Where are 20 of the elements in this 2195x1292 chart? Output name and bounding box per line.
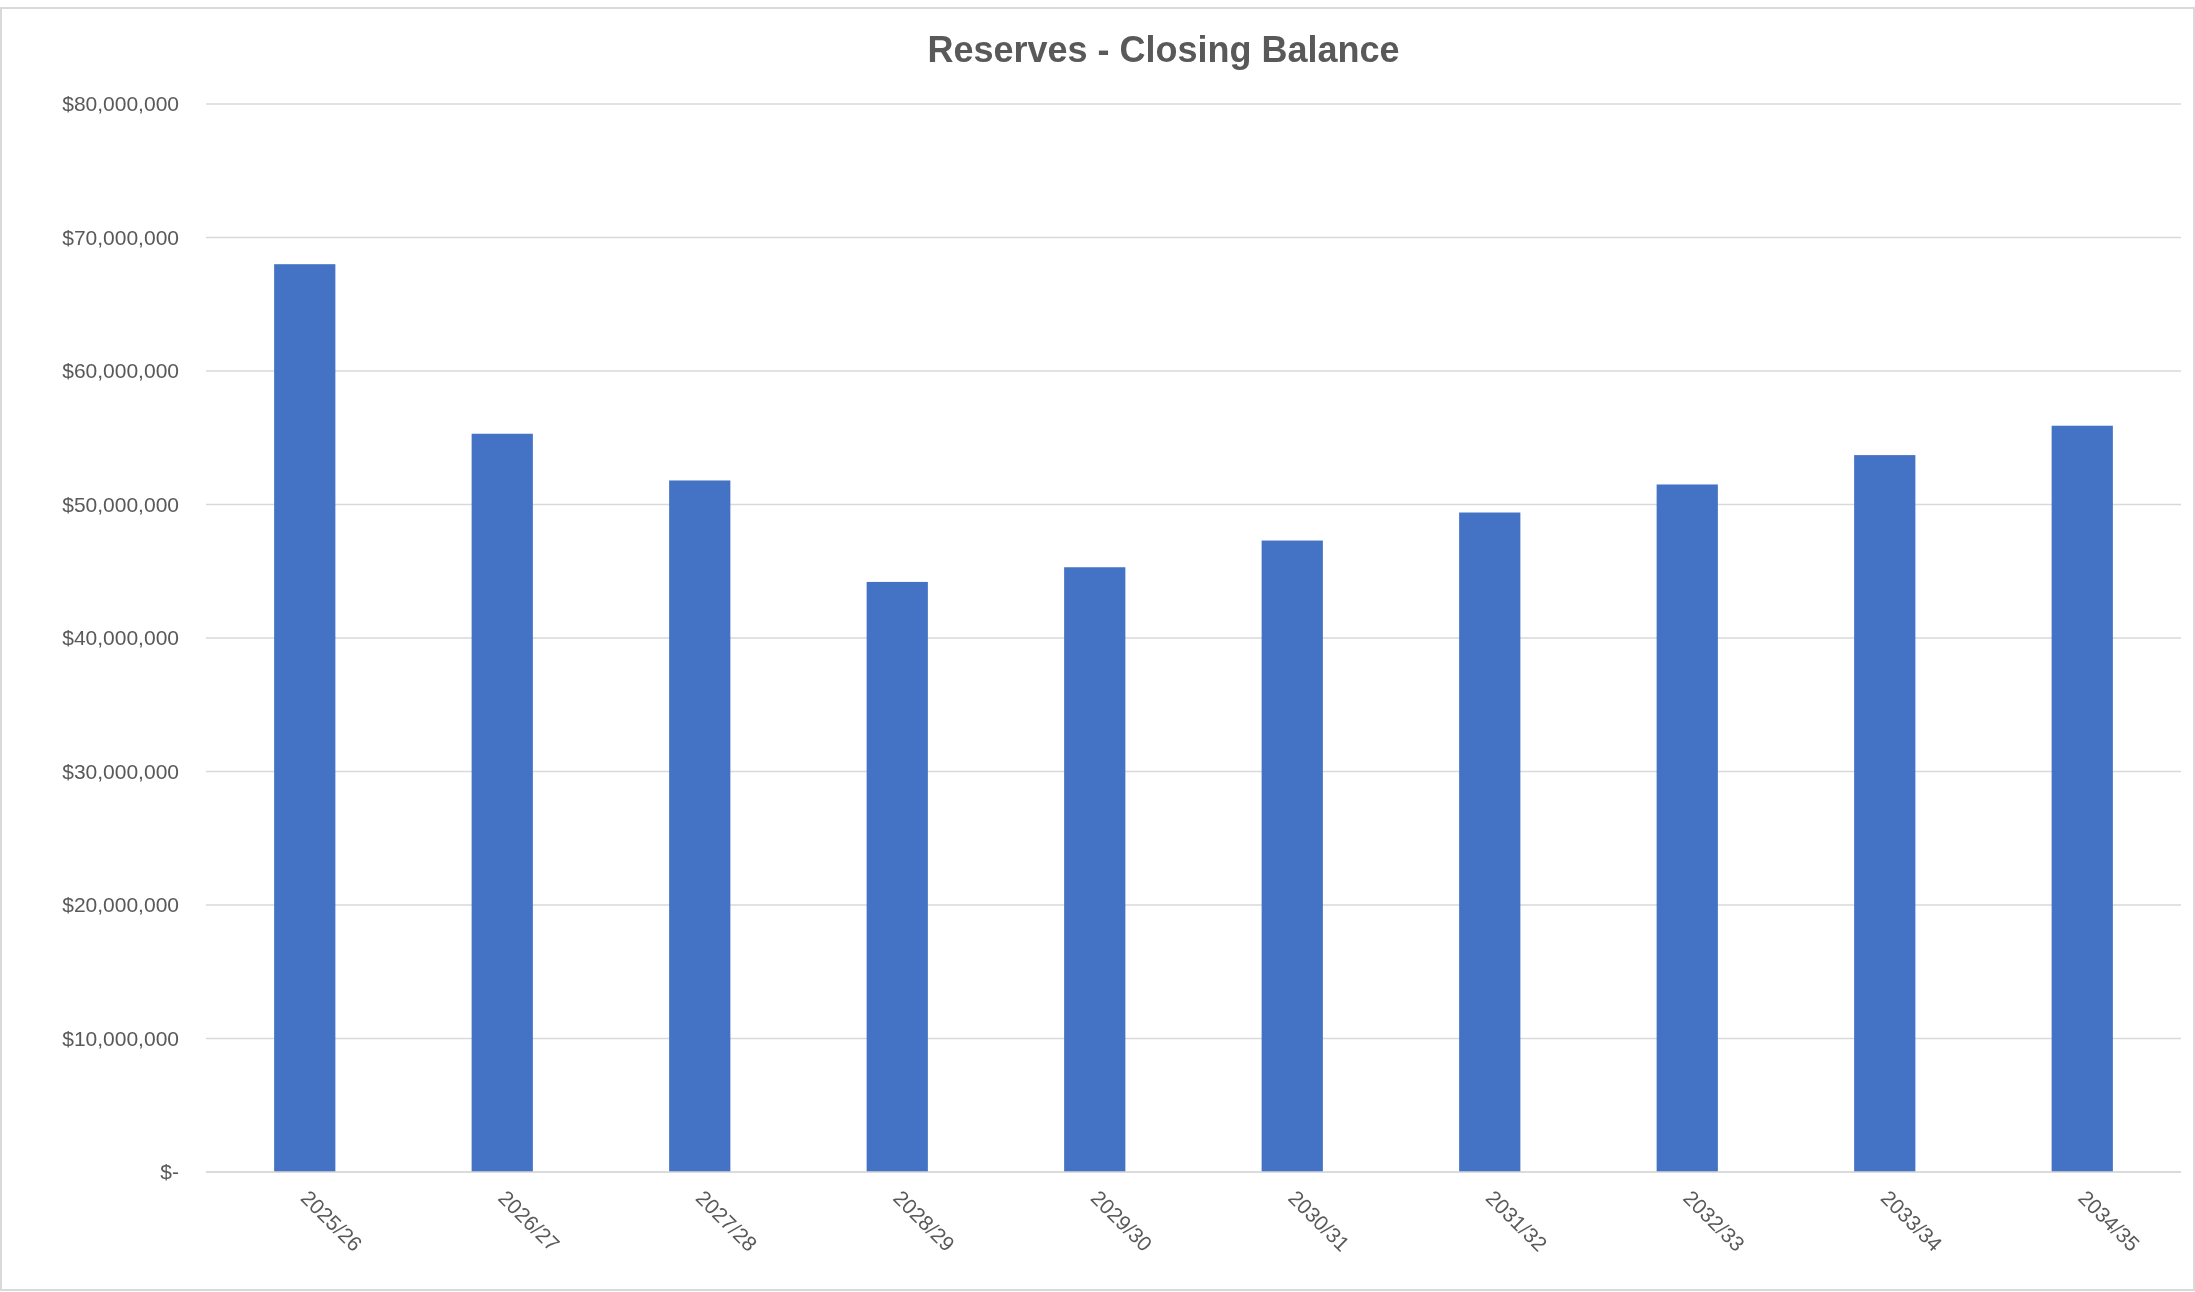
bar — [1656, 484, 1718, 1172]
y-tick-label: $- — [160, 1160, 179, 1184]
y-tick-label: $40,000,000 — [62, 626, 179, 650]
y-tick-label: $30,000,000 — [62, 759, 179, 783]
bar — [274, 264, 336, 1172]
bar — [2051, 425, 2113, 1172]
y-tick-label: $60,000,000 — [62, 359, 179, 383]
y-tick-label: $70,000,000 — [62, 225, 179, 249]
bar — [471, 433, 533, 1172]
bar — [1459, 512, 1521, 1172]
bar — [866, 581, 928, 1172]
bar — [1854, 455, 1916, 1172]
bar — [669, 480, 731, 1172]
y-tick-label: $80,000,000 — [62, 92, 179, 116]
y-tick-label: $10,000,000 — [62, 1026, 179, 1050]
bar — [1064, 567, 1126, 1172]
bar — [1261, 540, 1323, 1172]
y-tick-label: $50,000,000 — [62, 492, 179, 516]
y-tick-label: $20,000,000 — [62, 893, 179, 917]
chart-title: Reserves - Closing Balance — [927, 29, 1400, 70]
